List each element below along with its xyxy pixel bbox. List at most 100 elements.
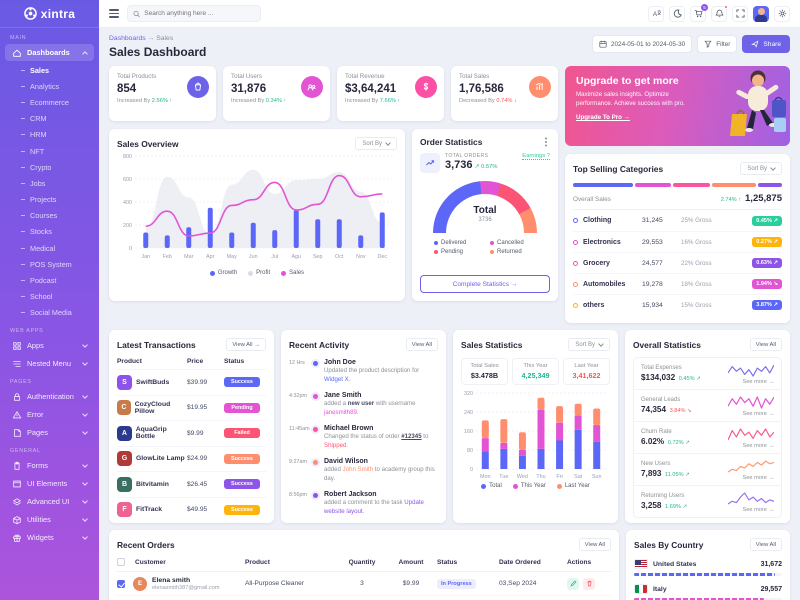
see-more-link[interactable]: See more → bbox=[742, 442, 774, 449]
select-all-checkbox[interactable] bbox=[117, 558, 125, 566]
search-icon bbox=[133, 10, 140, 17]
col-status: Status bbox=[224, 358, 245, 365]
sidebar-subitem-podcast[interactable]: Podcast bbox=[0, 272, 99, 288]
date-range-picker[interactable]: 2024-05-01 to 2024-05-30 bbox=[591, 35, 693, 53]
chevron-icon bbox=[82, 497, 88, 504]
sidebar-subitem-medical[interactable]: Medical bbox=[0, 240, 99, 256]
sidebar-subitem-nft[interactable]: NFT bbox=[0, 143, 99, 159]
product-name: SwiftBuds bbox=[136, 378, 170, 386]
sidebar-item-ui-elements[interactable]: UI Elements bbox=[5, 475, 94, 492]
sidebar-subitem-pos-system[interactable]: POS System bbox=[0, 256, 99, 272]
sidebar-subitem-school[interactable]: School bbox=[0, 289, 99, 305]
edit-button[interactable] bbox=[567, 577, 579, 590]
dark-mode-button[interactable] bbox=[669, 5, 685, 22]
sidebar-item-widgets[interactable]: Widgets bbox=[5, 529, 94, 546]
svg-text:160: 160 bbox=[464, 429, 473, 435]
row-checkbox[interactable] bbox=[117, 579, 125, 588]
country-value: 29,557 bbox=[760, 585, 782, 593]
box-icon bbox=[13, 515, 21, 524]
transaction-row[interactable]: B Bitvitamin $26.45 Success bbox=[117, 471, 266, 497]
country-name: United States bbox=[653, 560, 697, 568]
sales-statistics-sort-button[interactable]: Sort By bbox=[568, 338, 610, 351]
warning-icon bbox=[12, 410, 22, 418]
sidebar-subitem-analytics[interactable]: Analytics bbox=[0, 78, 99, 94]
global-search[interactable] bbox=[127, 5, 261, 22]
kpi-change-value: 0.34% ↑ bbox=[265, 97, 287, 104]
transactions-view-all-button[interactable]: View All → bbox=[226, 338, 266, 351]
sidebar-subitem-crypto[interactable]: Crypto bbox=[0, 159, 99, 175]
settings-button[interactable] bbox=[774, 5, 790, 22]
fullscreen-button[interactable] bbox=[732, 5, 748, 22]
countries-list: United States31,672Italy29,557Spain24,56… bbox=[634, 559, 782, 600]
sidebar-item-nested-menu[interactable]: Nested Menu bbox=[5, 355, 94, 372]
complete-statistics-button[interactable]: Complete Statistics → bbox=[420, 275, 550, 293]
sidebar-item-authentication[interactable]: Authentication bbox=[5, 388, 94, 405]
sidebar-subitem-hrm[interactable]: HRM bbox=[0, 127, 99, 143]
countries-view-all-button[interactable]: View All bbox=[749, 538, 782, 551]
app-logo[interactable]: xintra bbox=[0, 0, 99, 28]
activity-description: added John Smith to academy group this d… bbox=[324, 466, 438, 483]
sidebar-subitem-projects[interactable]: Projects bbox=[0, 192, 99, 208]
product-price: $24.99 bbox=[187, 455, 208, 463]
sidebar-item-apps[interactable]: Apps bbox=[5, 337, 94, 354]
activity-description: added a new user with username janesmith… bbox=[324, 400, 438, 417]
transaction-row[interactable]: A AquaGrip Bottle $9.99 Failed bbox=[117, 420, 266, 446]
country-info: Italy 29,557 bbox=[634, 584, 782, 594]
see-more-link[interactable]: See more → bbox=[742, 506, 774, 513]
sidebar-item-pages[interactable]: Pages bbox=[5, 424, 94, 441]
sidebar-subitem-ecommerce[interactable]: Ecommerce bbox=[0, 94, 99, 110]
transaction-row[interactable]: C CozyCloud Pillow $19.95 Pending bbox=[117, 394, 266, 421]
sidebar-subitem-sales[interactable]: Sales bbox=[0, 62, 99, 78]
activity-text: . bbox=[356, 408, 359, 416]
delete-button[interactable] bbox=[583, 577, 595, 590]
dash-icon bbox=[21, 215, 25, 217]
sidebar-subitem-social-media[interactable]: Social Media bbox=[0, 305, 99, 321]
col-product: Product bbox=[117, 358, 142, 365]
breadcrumb: Dashboards → Sales bbox=[109, 35, 206, 42]
recent-orders-card: Recent Orders View All Customer Product … bbox=[109, 530, 619, 600]
filter-button[interactable]: Filter bbox=[697, 35, 738, 53]
overall-stat-value: 3,258 1.69% ↗ bbox=[641, 501, 688, 510]
upgrade-pro-link[interactable]: Upgrade To Pro → bbox=[576, 113, 630, 121]
latest-transactions-title: Latest Transactions bbox=[117, 339, 196, 350]
orders-view-all-button[interactable]: View All bbox=[578, 538, 611, 551]
see-more-link[interactable]: See more → bbox=[742, 410, 774, 417]
svg-text:0: 0 bbox=[129, 246, 132, 252]
sidebar-item-dashboards[interactable]: Dashboards bbox=[5, 44, 94, 61]
see-more-link[interactable]: See more → bbox=[742, 378, 774, 385]
transaction-row[interactable]: F FitTrack $49.95 Success bbox=[117, 496, 266, 523]
share-button[interactable]: Share bbox=[742, 35, 790, 53]
overall-view-all-button[interactable]: View All bbox=[749, 338, 782, 351]
category-bar-segment bbox=[573, 183, 634, 187]
sales-overview-sort-button[interactable]: Sort By bbox=[355, 137, 397, 150]
sidebar-item-label: Apps bbox=[27, 341, 44, 350]
logo-text: xintra bbox=[40, 6, 76, 21]
sidebar-subitem-stocks[interactable]: Stocks bbox=[0, 224, 99, 240]
search-input[interactable] bbox=[144, 10, 255, 17]
top-categories-sort-button[interactable]: Sort By bbox=[740, 162, 782, 175]
user-avatar[interactable] bbox=[753, 5, 769, 22]
transaction-row[interactable]: G GlowLite Lamp $24.99 Success bbox=[117, 445, 266, 472]
more-menu-icon[interactable] bbox=[545, 141, 547, 143]
sidebar-subitem-crm[interactable]: CRM bbox=[0, 111, 99, 127]
sidebar-item-utilities[interactable]: Utilities bbox=[5, 511, 94, 528]
transaction-row[interactable]: S SwiftBuds $39.99 Success bbox=[117, 369, 266, 395]
activity-text: to bbox=[421, 433, 429, 441]
language-button[interactable]: A bbox=[648, 5, 664, 22]
legend-dot bbox=[490, 241, 494, 245]
transactions-list: S SwiftBuds $39.99 Success C CozyCloud Pillow… bbox=[117, 369, 266, 522]
activity-view-all-button[interactable]: View All bbox=[405, 338, 438, 351]
cart-button[interactable]: 5 bbox=[690, 3, 708, 22]
sidebar-item-forms[interactable]: Forms bbox=[5, 457, 94, 474]
sidebar-subitem-courses[interactable]: Courses bbox=[0, 208, 99, 224]
see-more-link[interactable]: See more → bbox=[742, 474, 774, 481]
hamburger-menu-icon[interactable] bbox=[109, 9, 119, 18]
breadcrumb-dashboards[interactable]: Dashboards bbox=[109, 35, 146, 42]
notifications-button[interactable] bbox=[711, 4, 728, 22]
sidebar-item-advanced-ui[interactable]: Advanced UI bbox=[5, 493, 94, 510]
sidebar-subitem-jobs[interactable]: Jobs bbox=[0, 175, 99, 191]
chevron-down-icon bbox=[770, 164, 776, 171]
earnings-link[interactable]: Earnings ? bbox=[522, 153, 550, 160]
sidebar-item-error[interactable]: Error bbox=[5, 406, 94, 423]
gauge-legend-delivered: Delivered bbox=[434, 240, 466, 246]
